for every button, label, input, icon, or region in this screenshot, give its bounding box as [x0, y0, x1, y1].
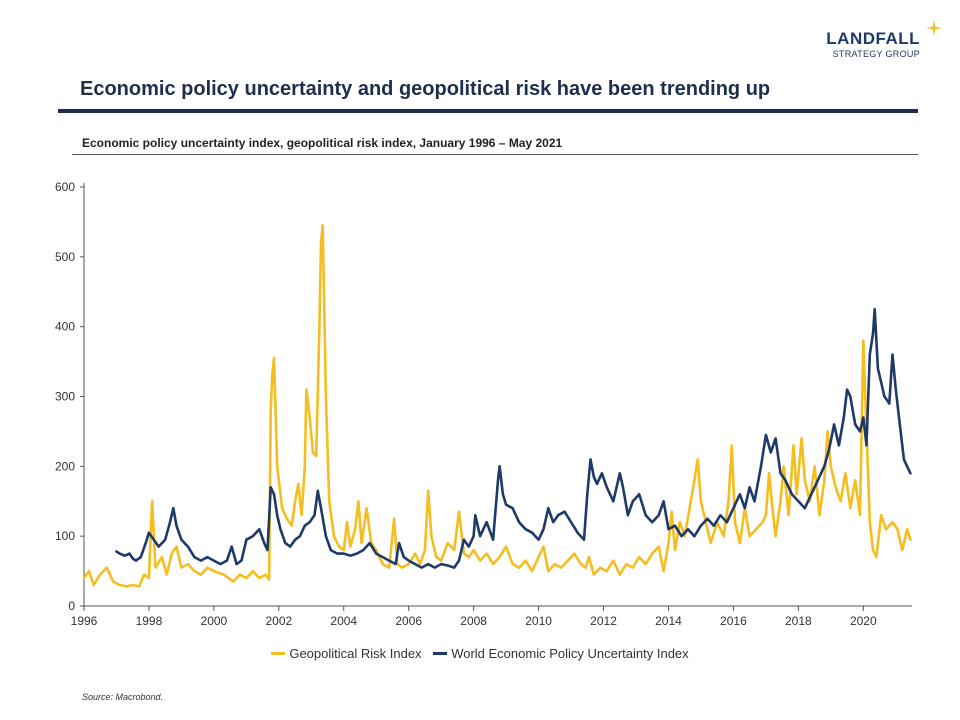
- legend-swatch-gpr: [271, 652, 286, 656]
- legend-item-gpr: Geopolitical Risk Index: [271, 646, 422, 661]
- series-line-gpr: [82, 224, 912, 588]
- x-tick-label-2016: 2016: [720, 614, 747, 628]
- legend-swatch-epu: [433, 652, 448, 656]
- y-tick-label-300: 300: [55, 390, 75, 404]
- brand-logo: LANDFALL STRATEGY GROUP: [826, 20, 942, 59]
- headline-divider: [58, 109, 918, 113]
- x-tick-label-2020: 2020: [850, 614, 877, 628]
- y-tick-label-0: 0: [68, 599, 75, 613]
- x-tick-label-2002: 2002: [265, 614, 292, 628]
- x-tick-label-2018: 2018: [785, 614, 812, 628]
- series-line-epu: [115, 307, 912, 569]
- y-tick-label-200: 200: [55, 459, 75, 473]
- x-tick-label-1996: 1996: [71, 614, 98, 628]
- y-tick-label-600: 600: [55, 180, 75, 194]
- x-tick-label-2006: 2006: [395, 614, 422, 628]
- brand-tagline: STRATEGY GROUP: [832, 49, 920, 59]
- x-tick-label-2000: 2000: [201, 614, 228, 628]
- brand-name: LANDFALL: [826, 29, 920, 48]
- source-note: Source: Macrobond.: [82, 692, 164, 702]
- y-tick-label-100: 100: [55, 529, 75, 543]
- x-tick-label-2014: 2014: [655, 614, 682, 628]
- x-tick-label-2012: 2012: [590, 614, 617, 628]
- legend-item-epu: World Economic Policy Uncertainty Index: [433, 646, 689, 661]
- x-tick-label-1998: 1998: [136, 614, 163, 628]
- line-chart: 0 100 200 300 400 500 600 1996 1998 2000 2002 2004 2…: [55, 180, 912, 628]
- x-tick-label-2010: 2010: [525, 614, 552, 628]
- headline: Economic policy uncertainty and geopolit…: [80, 78, 771, 100]
- x-tick-label-2004: 2004: [330, 614, 357, 628]
- star-icon: [926, 20, 942, 36]
- x-tick-label-2008: 2008: [460, 614, 487, 628]
- chart-title: Economic policy uncertainty index, geopo…: [82, 136, 563, 150]
- legend-label-epu: World Economic Policy Uncertainty Index: [451, 646, 689, 661]
- chart-legend: Geopolitical Risk Index World Economic P…: [0, 646, 960, 661]
- y-tick-label-500: 500: [55, 250, 75, 264]
- legend-label-gpr: Geopolitical Risk Index: [289, 646, 422, 661]
- y-tick-label-400: 400: [55, 320, 75, 334]
- chart-title-divider: [72, 154, 918, 155]
